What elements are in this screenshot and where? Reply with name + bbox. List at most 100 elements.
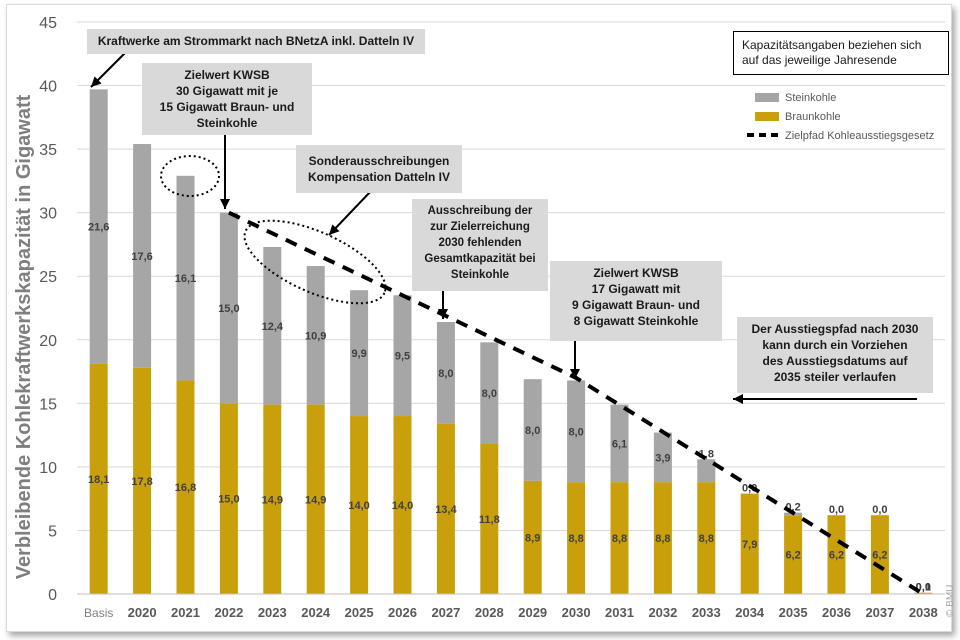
bar-steinkohle (480, 342, 499, 445)
bar-braunkohle (263, 404, 282, 594)
x-tick-label: 2035 (779, 605, 808, 620)
x-tick-label: 2029 (518, 605, 547, 620)
arrow-basis-head (91, 76, 102, 87)
x-tick-label: 2021 (171, 605, 200, 620)
x-tick-label: 2023 (258, 605, 287, 620)
bar-braunkohle (436, 423, 455, 594)
x-tick-label: 2025 (345, 605, 374, 620)
y-tick-label: 0 (48, 587, 57, 604)
x-tick-label: 2034 (735, 605, 765, 620)
data-label-braunkohle: 17,8 (131, 476, 152, 488)
arrow-ausstiegspfad-head (733, 394, 743, 404)
bar-braunkohle (697, 482, 716, 594)
copyright: © BMU (945, 584, 956, 617)
annotation-basis: Kraftwerke am Strommarkt nach BNetzA ink… (87, 29, 425, 54)
annotation-ausschreibung-2030: Ausschreibung der zur Zielerreichung 203… (412, 199, 548, 291)
y-tick-label: 30 (39, 206, 57, 223)
bar-steinkohle (263, 246, 282, 405)
legend-label-braunkohle: Braunkohle (785, 111, 841, 123)
annotation-sonderausschreibungen: Sonderausschreibungen Kompensation Datte… (296, 145, 462, 193)
data-label-steinkohle: 0,0 (742, 483, 757, 495)
data-label-braunkohle: 14,9 (262, 494, 283, 506)
x-tick-label: 2032 (648, 605, 677, 620)
bar-steinkohle (89, 89, 108, 364)
data-label-steinkohle: 8,0 (568, 426, 583, 438)
data-label-braunkohle: 8,8 (699, 533, 714, 545)
data-label-braunkohle: 6,2 (872, 550, 887, 562)
y-tick-label: 10 (39, 460, 57, 477)
data-label-steinkohle: 15,0 (218, 303, 239, 315)
bar-steinkohle (697, 459, 716, 483)
bar-steinkohle (176, 175, 195, 381)
data-label-steinkohle: 21,6 (88, 222, 109, 234)
bar-braunkohle (89, 363, 108, 594)
arrow-kwsb-2030-head (570, 369, 580, 379)
bar-steinkohle (523, 379, 542, 481)
arrow-kwsb-2022-head (220, 199, 230, 209)
x-tick-label: 2022 (214, 605, 243, 620)
x-tick-label: 2030 (562, 605, 591, 620)
legend-label-target-path: Zielpfad Kohleausstiegsgesetz (785, 130, 934, 142)
x-tick-label: 2031 (605, 605, 634, 620)
arrow-ausschreibung-head (438, 309, 448, 319)
data-label-braunkohle: 11,8 (479, 514, 500, 526)
data-label-steinkohle: 8,0 (438, 368, 453, 380)
data-label-steinkohle: 12,4 (262, 321, 284, 333)
legend-swatch-braunkohle (755, 112, 779, 121)
y-tick-label: 20 (39, 333, 57, 350)
x-tick-label: Basis (84, 606, 113, 620)
data-label-braunkohle: 7,9 (742, 539, 757, 551)
legend-label-steinkohle: Steinkohle (785, 92, 836, 104)
annotation-marks (90, 52, 917, 404)
bar-steinkohle (219, 212, 238, 404)
data-label-braunkohle: 8,9 (525, 532, 540, 544)
arrow-sonderausschreibungen-head (329, 224, 340, 235)
dotted-ellipse-2021 (160, 155, 220, 197)
x-tick-label: 2020 (128, 605, 157, 620)
y-tick-label: 25 (39, 269, 57, 286)
data-label-steinkohle: 0,0 (872, 504, 887, 516)
chart-frame: 18,1 21,6 17,8 17,6 16,8 16,1 15,0 15,0 14,9 12,4… (6, 4, 956, 632)
bar-braunkohle (306, 404, 325, 594)
data-label-braunkohle: 6,2 (785, 550, 800, 562)
bar-braunkohle (567, 482, 586, 594)
bar-steinkohle (567, 380, 586, 483)
bar-braunkohle (870, 515, 889, 594)
data-label-braunkohle: 18,1 (88, 474, 109, 486)
data-label-braunkohle: 8,8 (655, 533, 670, 545)
bars (89, 89, 933, 594)
x-tick-label: 2036 (822, 605, 851, 620)
data-label-steinkohle: 9,5 (395, 351, 410, 363)
x-tick-label: 2038 (909, 605, 938, 620)
data-label-steinkohle: 0,0 (829, 504, 844, 516)
data-label-braunkohle: 13,4 (435, 504, 457, 516)
bar-braunkohle (350, 416, 369, 594)
annotation-ausstiegspfad: Der Ausstiegspfad nach 2030 kann durch e… (737, 317, 933, 393)
bar-steinkohle (393, 295, 412, 417)
x-tick-label: 2024 (301, 605, 331, 620)
bar-braunkohle (827, 515, 846, 594)
data-label-braunkohle: 8,8 (612, 533, 627, 545)
bar-steinkohle (610, 404, 629, 483)
arrow-sonderausschreibungen (328, 190, 372, 236)
bar-braunkohle (176, 380, 195, 594)
data-label-braunkohle: 14,0 (348, 500, 369, 512)
annotation-kwsb-2030: Zielwert KWSB 17 Gigawatt mit 9 Gigawatt… (550, 261, 722, 341)
bar-braunkohle (784, 515, 803, 594)
data-label-steinkohle: 3,9 (655, 452, 670, 464)
y-tick-label: 45 (39, 15, 57, 32)
data-label-braunkohle: 15,0 (218, 494, 239, 506)
data-label-steinkohle: 17,6 (131, 251, 152, 263)
y-tick-label: 40 (39, 79, 57, 96)
chart-svg: 18,1 21,6 17,8 17,6 16,8 16,1 15,0 15,0 14,9 12,4… (13, 15, 945, 620)
data-label-braunkohle: 8,8 (568, 533, 583, 545)
dotted-ellipse-2023-2025 (243, 219, 387, 305)
x-tick-label: 2028 (475, 605, 504, 620)
bar-steinkohle (436, 321, 455, 424)
bar-steinkohle (653, 432, 672, 483)
y-tick-label: 5 (48, 523, 57, 540)
bar-braunkohle (653, 482, 672, 594)
bar-braunkohle (480, 444, 499, 594)
annotation-kwsb-2022: Zielwert KWSB 30 Gigawatt mit je 15 Giga… (142, 63, 312, 135)
data-label-braunkohle: 14,9 (305, 494, 326, 506)
